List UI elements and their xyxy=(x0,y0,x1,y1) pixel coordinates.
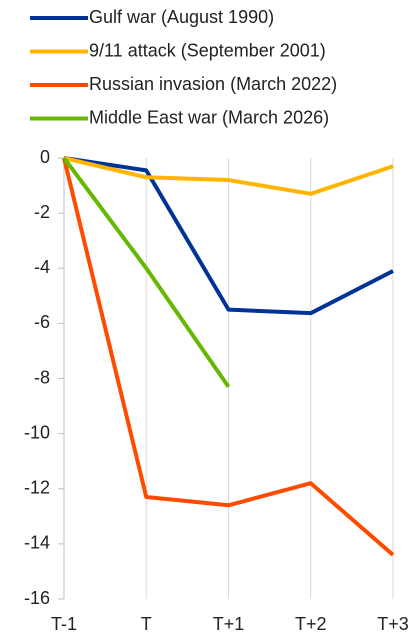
y-tick-label: -12 xyxy=(24,478,50,498)
series-line xyxy=(62,156,231,388)
y-tick-label: -4 xyxy=(34,257,50,277)
legend-label: Gulf war (August 1990) xyxy=(89,7,274,27)
x-tick-label: T+3 xyxy=(377,614,409,634)
series-line xyxy=(63,156,394,316)
series-line xyxy=(62,157,395,557)
legend-label: Middle East war (March 2026) xyxy=(89,107,329,127)
y-tick-label: -2 xyxy=(34,202,50,222)
series-line xyxy=(63,156,394,196)
legend-label: 9/11 attack (September 2001) xyxy=(89,40,326,60)
x-tick-label: T+2 xyxy=(295,614,327,634)
y-tick-label: -10 xyxy=(24,422,50,442)
y-tick-label: -8 xyxy=(34,367,50,387)
y-tick-label: -6 xyxy=(34,312,50,332)
x-tick-label: T+1 xyxy=(213,614,245,634)
y-tick-label: 0 xyxy=(40,147,50,167)
y-tick-label: -14 xyxy=(24,533,50,553)
legend-label: Russian invasion (March 2022) xyxy=(89,74,337,94)
x-tick-label: T-1 xyxy=(51,614,77,634)
y-tick-label: -16 xyxy=(24,588,50,608)
x-tick-label: T xyxy=(141,614,152,634)
